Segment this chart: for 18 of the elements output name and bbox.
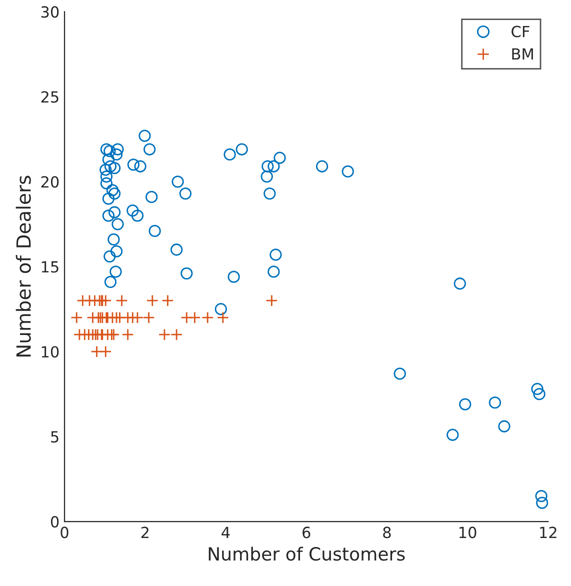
legend-label: BM: [512, 48, 533, 60]
legend-label: CF: [512, 26, 530, 38]
x-tick-label: 12: [540, 526, 556, 538]
y-tick-label: 20: [41, 176, 59, 188]
y-tick-label: 15: [42, 261, 58, 273]
x-tick-label: 8: [383, 526, 391, 538]
x-tick-label: 6: [302, 526, 310, 538]
x-axis-title: Number of Customers: [208, 546, 405, 561]
y-tick-label: 10: [42, 346, 59, 358]
y-axis-title: Number of Dealers: [16, 176, 31, 356]
y-tick-label: 0: [50, 516, 59, 528]
x-tick-label: 4: [222, 526, 230, 538]
x-tick-label: 2: [141, 526, 148, 538]
y-tick-label: 30: [41, 6, 59, 18]
x-tick-label: 0: [60, 526, 68, 538]
y-tick-label: 25: [41, 91, 58, 103]
y-tick-label: 5: [51, 431, 58, 443]
x-tick-label: 10: [460, 526, 476, 538]
